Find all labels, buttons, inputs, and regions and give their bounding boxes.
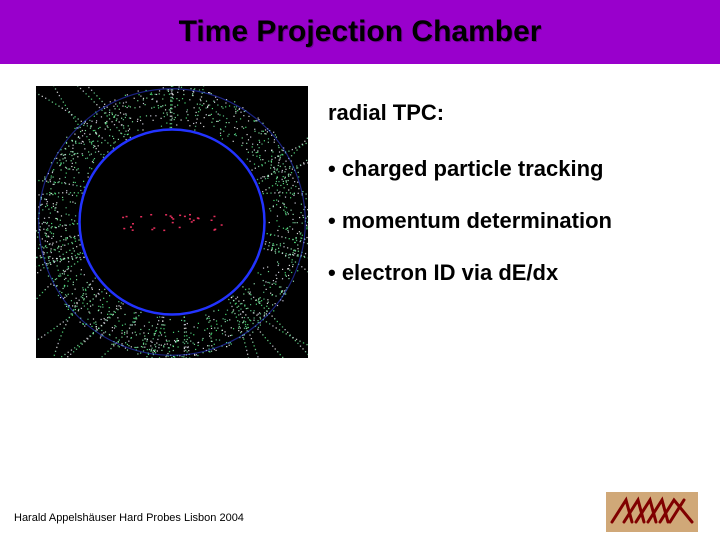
page-title: Time Projection Chamber xyxy=(179,15,542,49)
bullet-item: • momentum determination xyxy=(328,208,690,234)
section-heading: radial TPC: xyxy=(328,100,690,126)
footer-text: Harald Appelshäuser Hard Probes Lisbon 2… xyxy=(14,512,244,524)
text-column: radial TPC: • charged particle tracking•… xyxy=(318,64,720,492)
diagram-container xyxy=(0,64,318,492)
bullet-list: • charged particle tracking • momentum de… xyxy=(328,156,690,286)
ceres-logo xyxy=(606,492,698,532)
content-area: radial TPC: • charged particle tracking•… xyxy=(0,64,720,492)
tpc-event-display xyxy=(36,86,308,358)
bullet-item: • charged particle tracking xyxy=(328,156,690,182)
title-bar: Time Projection Chamber xyxy=(0,0,720,64)
bullet-item: • electron ID via dE/dx xyxy=(328,260,690,286)
footer: Harald Appelshäuser Hard Probes Lisbon 2… xyxy=(0,492,720,540)
